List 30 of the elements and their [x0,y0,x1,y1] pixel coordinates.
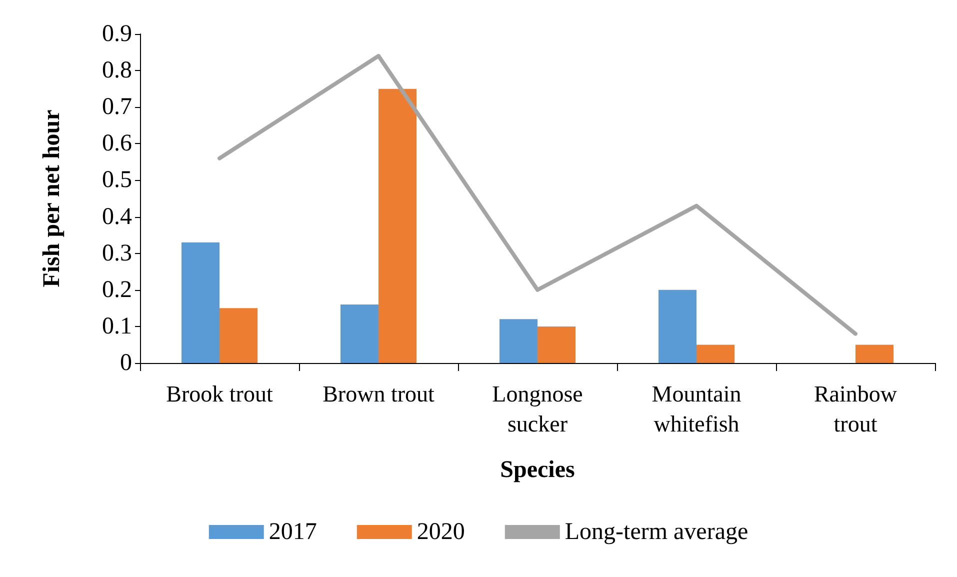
x-tick-label: Brook trout [166,382,274,406]
bar [220,308,258,363]
y-tick-label: 0.9 [102,21,132,47]
y-tick-label: 0.1 [102,313,132,340]
bar [340,304,378,363]
bar [378,88,416,363]
bar [182,242,220,363]
y-tick-label: 0.4 [102,204,132,230]
x-axis-title: Species [500,457,575,483]
bar [658,290,696,363]
line-series [218,54,858,336]
y-tick-label: 0 [120,350,132,376]
y-tick-label: 0.7 [102,94,132,120]
x-tick-label: Longnose sucker [492,382,583,436]
y-axis-title: Fish per net hour [39,109,65,288]
y-tick-label: 0.6 [102,130,132,157]
x-tick-label: Mountain whitefish [652,382,742,436]
y-tick-label: 0.3 [102,240,132,266]
bar [500,319,538,363]
bar [696,344,734,363]
bar [856,344,894,363]
legend-label: 2020 [416,519,465,545]
legend-label: 2017 [268,519,317,545]
y-tick-label: 0.2 [102,276,132,303]
x-tick-label: Rainbow trout [814,382,898,436]
x-tick-label: Brown trout [322,382,436,406]
y-tick-label: 0.5 [102,167,132,194]
y-tick-label: 0.8 [102,58,132,84]
legend-label: Long-term average [564,519,748,545]
bar [538,326,576,363]
